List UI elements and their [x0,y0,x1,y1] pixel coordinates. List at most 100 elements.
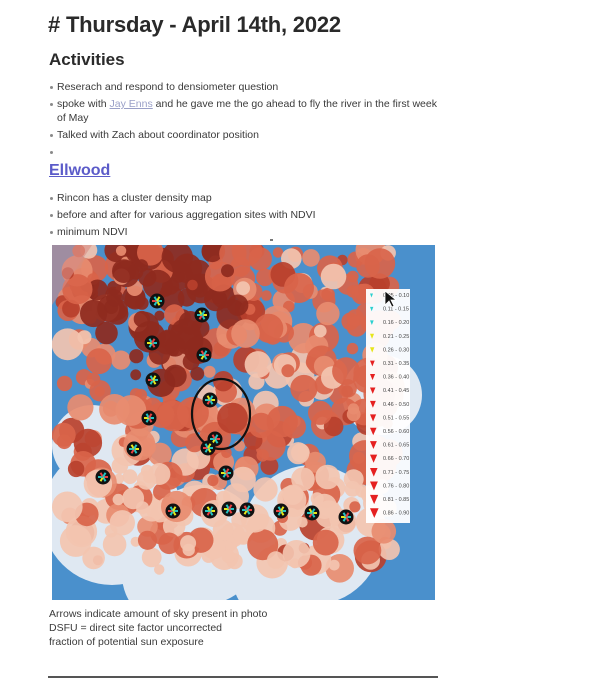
tree-crown [190,366,205,381]
legend-arrow-icon [370,508,379,518]
tree-crown [332,357,360,386]
tree-crown [82,546,105,570]
canopy-layer [52,245,422,600]
tree-crown [112,493,124,506]
ndvi-map-image[interactable]: 0.05 - 0.10 0.11 - 0.15 0.16 - 0.20 0.21 - … [52,245,435,600]
tree-crown [138,268,157,287]
legend-label: 0.05 - 0.10 [383,293,409,299]
tree-crown [111,350,131,370]
tree-crown [207,474,219,487]
figure-caption: Arrows indicate amount of sky present in… [49,607,267,649]
bottom-divider [48,676,438,678]
tree-crown [160,285,172,297]
tree-crown [284,273,314,303]
tree-crown [158,532,180,555]
tree-crown [247,529,279,561]
tree-crown [272,247,284,258]
legend-arrow-icon [370,306,374,312]
tree-crown [323,416,344,437]
ellwood-list: Rincon has a cluster density map before … [49,191,439,242]
legend-arrow-icon [370,387,376,394]
site-marker [144,335,160,351]
tree-crown [212,519,234,541]
tree-crown [203,365,216,378]
tree-crown [287,442,310,465]
legend-arrow-icon [370,320,374,326]
ellwood-link-heading[interactable]: Ellwood [49,162,111,179]
page-title: # Thursday - April 14th, 2022 [48,12,341,37]
divider-mark [270,239,273,241]
map-legend: 0.05 - 0.10 0.11 - 0.15 0.16 - 0.20 0.21 - … [366,289,410,523]
tree-crown [136,470,157,490]
tree-crown [328,559,340,571]
tree-crown [282,540,311,568]
tree-crown [87,279,108,301]
site-marker [221,501,237,517]
cursor-icon [384,290,398,308]
legend-label: 0.21 - 0.25 [383,334,409,340]
tree-crown [266,405,298,438]
tree-crown [56,434,72,450]
tree-crown [213,371,234,392]
caption-line: fraction of potential sun exposure [49,636,204,648]
tree-crown [315,464,340,490]
list-item: before and after for various aggregation… [49,208,439,222]
map-corner-shade [52,245,92,305]
tree-crown [95,321,118,345]
legend-arrow-icon [370,400,376,408]
tree-crown [86,348,112,375]
site-marker [304,505,320,521]
site-marker [149,293,165,309]
list-item: Reserach and respond to densiometer ques… [49,80,439,94]
tree-crown [227,294,249,316]
tree-crown [129,349,144,364]
legend-label: 0.56 - 0.60 [383,429,409,435]
legend-label: 0.51 - 0.55 [383,415,409,421]
legend-arrow-icon [370,494,379,505]
legend-label: 0.31 - 0.35 [383,361,409,367]
tree-crown [161,245,193,273]
tree-crown [182,353,200,371]
tree-crown [122,469,138,485]
list-item: Talked with Zach about coordinator posit… [49,128,439,142]
legend-arrow-icon [370,414,377,422]
activities-list: Reserach and respond to densiometer ques… [49,80,439,162]
legend-arrow-icon [370,441,377,450]
legend-label: 0.81 - 0.85 [383,497,409,503]
legend-arrow-icon [370,333,375,339]
tree-crown [353,536,382,565]
legend-arrow-icon [370,454,378,463]
tree-crown [62,274,93,305]
legend-label: 0.71 - 0.75 [383,470,409,476]
tree-crown [291,467,315,491]
tree-crown [133,310,151,328]
empty-list-item[interactable] [49,145,439,159]
tree-crown [231,245,263,266]
site-marker [202,392,218,408]
site-markers [95,293,354,525]
tree-crown [290,374,318,403]
highlight-circle [190,377,252,451]
tree-crown [343,469,364,490]
tree-crown [86,372,101,387]
legend-arrow-icon [370,293,373,298]
legend-label: 0.66 - 0.70 [383,456,409,462]
tree-crown [221,264,234,278]
tree-crown [109,510,135,536]
legend-label: 0.11 - 0.15 [383,307,409,313]
legend-arrow-icon [370,347,375,353]
tree-crown [141,547,162,568]
person-link-jay-enns[interactable]: Jay Enns [109,98,153,110]
legend-arrow-icon [370,468,378,477]
tree-crown [346,342,359,355]
legend-label: 0.16 - 0.20 [383,320,409,326]
tree-crown [67,460,85,478]
site-marker [141,410,157,426]
site-marker [202,503,218,519]
list-item-text: spoke with [57,98,110,110]
tree-crown [236,281,251,295]
tree-crown [302,249,320,267]
site-marker [95,469,111,485]
tree-crown [157,404,175,422]
list-item: minimum NDVI [49,225,439,239]
